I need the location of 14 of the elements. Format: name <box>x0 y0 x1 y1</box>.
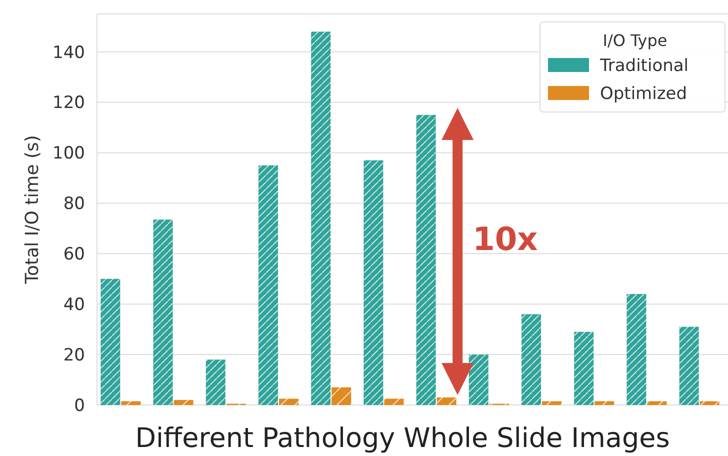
y-tick-label: 80 <box>63 194 85 214</box>
y-tick-label: 140 <box>52 42 85 63</box>
x-axis-title: Different Pathology Whole Slide Images <box>135 423 670 454</box>
y-tick-label: 0 <box>74 396 85 416</box>
legend-label: Traditional <box>599 56 689 76</box>
y-tick-label: 120 <box>52 93 85 114</box>
y-tick-label: 40 <box>63 295 85 316</box>
y-axis-title: Total I/O time (s) <box>22 135 43 285</box>
legend-label: Optimized <box>600 84 688 104</box>
y-tick-label: 100 <box>52 144 85 164</box>
y-tick-label: 60 <box>63 244 85 265</box>
y-tick-label: 20 <box>63 346 85 366</box>
annotation: 10x <box>472 220 538 258</box>
legend-title: I/O Type <box>602 31 668 50</box>
